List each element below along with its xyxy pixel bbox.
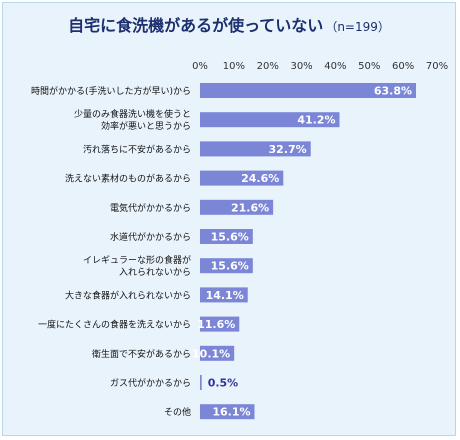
bar (200, 375, 202, 390)
chart-title: 自宅に食洗機があるが使っていない （n=199） (3, 12, 455, 36)
chart-title-text: 自宅に食洗機があるが使っていない (68, 16, 324, 35)
data-label: 21.6% (231, 201, 269, 214)
data-label: 24.6% (241, 172, 279, 185)
x-tick-label: 0% (192, 61, 208, 72)
bar (200, 287, 248, 303)
category-label: 一度にたくさんの食器を洗えないから (38, 319, 191, 331)
data-label: 32.7% (269, 143, 307, 156)
data-label: 15.6% (211, 260, 249, 273)
bar (200, 345, 235, 361)
data-label: 11.6% (197, 318, 235, 331)
category-label: 水道代がかかるから (110, 231, 191, 243)
category-label: 洗えない素材のものがあるから (65, 173, 191, 185)
data-label: 16.1% (212, 406, 250, 419)
bar (200, 141, 311, 157)
bar (200, 112, 340, 128)
chart-subtitle: （n=199） (325, 20, 390, 34)
data-label: 10.1% (192, 347, 230, 360)
chart-frame: 自宅に食洗機があるが使っていない （n=199） 0% 10% 20% 30% 40% 50… (2, 2, 456, 436)
bar (200, 83, 417, 98)
category-label: 汚れ落ちに不安があるから (83, 143, 191, 155)
bar (200, 229, 253, 244)
category-label: 効率が悪いと思うから (101, 120, 191, 132)
category-label: 時間がかかる(手洗いした方が早い)から (31, 85, 191, 97)
x-tick-label: 70% (426, 61, 448, 72)
bar (200, 170, 284, 186)
bar (200, 199, 274, 215)
category-label: その他 (164, 406, 191, 418)
data-label: 14.1% (206, 289, 244, 302)
category-label: 電気代がかかるから (110, 202, 191, 214)
x-tick-label: 30% (290, 61, 312, 72)
category-label: ガス代がかかるから (110, 377, 191, 389)
x-tick-label: 60% (392, 61, 414, 72)
bar-chart: 0% 10% 20% 30% 40% 50% 60% 70% 時間がかかる(手洗いした方が早い)… (31, 61, 448, 420)
bar (200, 258, 253, 274)
bar (200, 404, 255, 420)
x-tick-label: 50% (358, 61, 380, 72)
category-label: 衛生面で不安があるから (92, 348, 191, 360)
category-label: 入れられないから (119, 267, 191, 278)
x-tick-label: 10% (223, 61, 245, 72)
data-label: 41.2% (297, 114, 335, 127)
category-label: 大きな食器が入れられないから (65, 289, 191, 301)
x-tick-label: 40% (324, 61, 346, 72)
category-label: イレギュラーな形の食器が (83, 254, 191, 266)
x-tick-label: 20% (257, 61, 279, 72)
category-label: 少量のみ食器洗い機を使うと (74, 108, 191, 120)
data-label: 63.8% (374, 85, 412, 98)
data-label: 0.5% (208, 377, 239, 390)
bar (200, 316, 240, 332)
data-label: 15.6% (211, 231, 249, 244)
